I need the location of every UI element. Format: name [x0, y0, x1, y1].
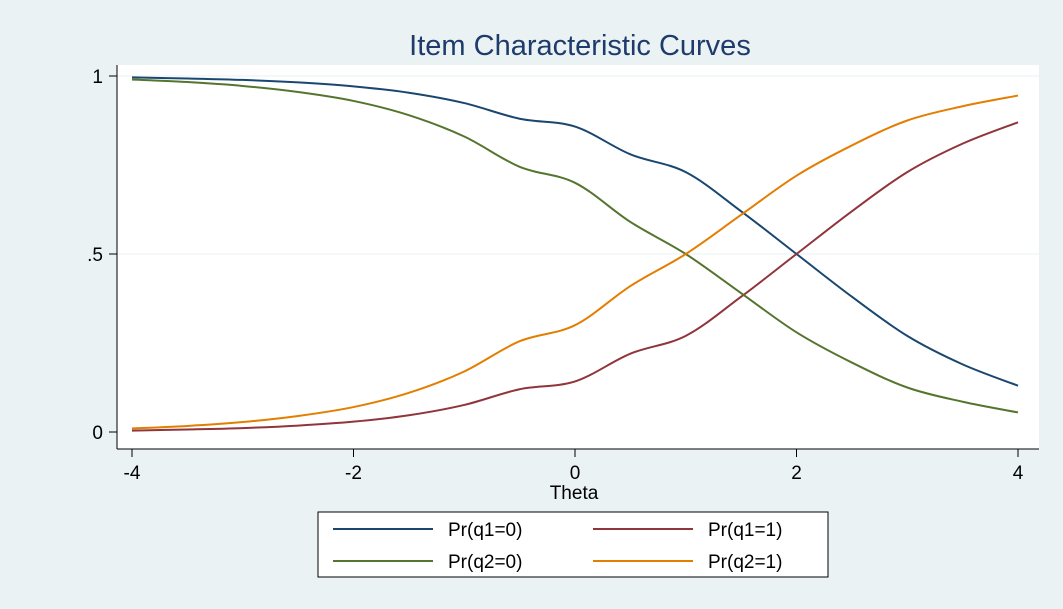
y-tick-label: 0	[92, 423, 103, 444]
legend-label-1: Pr(q1=0)	[448, 520, 522, 541]
x-tick-label: 2	[791, 463, 802, 484]
grid	[117, 75, 1039, 255]
x-tick-label: -2	[345, 463, 362, 484]
x-tick-label: -4	[124, 463, 141, 484]
legend-label-2: Pr(q1=1)	[708, 520, 782, 541]
series-line-4	[131, 94, 1019, 430]
series-lines	[131, 76, 1019, 432]
y-axis-ticks: 0.51	[87, 67, 117, 444]
y-tick-label: 1	[92, 67, 103, 88]
legend-label-3: Pr(q2=0)	[448, 552, 522, 573]
legend-label-4: Pr(q2=1)	[708, 552, 782, 573]
series-line-2	[131, 121, 1019, 432]
x-axis-ticks: -4 -2 0 2 4	[124, 449, 1024, 484]
series-line-3	[131, 78, 1019, 414]
x-tick-label: 4	[1013, 463, 1024, 484]
legend: Pr(q1=0) Pr(q1=1) Pr(q2=0) Pr(q2=1)	[333, 520, 782, 573]
y-tick-label: .5	[87, 245, 103, 266]
series-line-1	[131, 76, 1019, 387]
x-axis-label: Theta	[550, 483, 599, 504]
x-tick-label: 0	[570, 463, 581, 484]
legend-box	[317, 511, 829, 578]
chart-title: Item Characteristic Curves	[409, 30, 751, 62]
